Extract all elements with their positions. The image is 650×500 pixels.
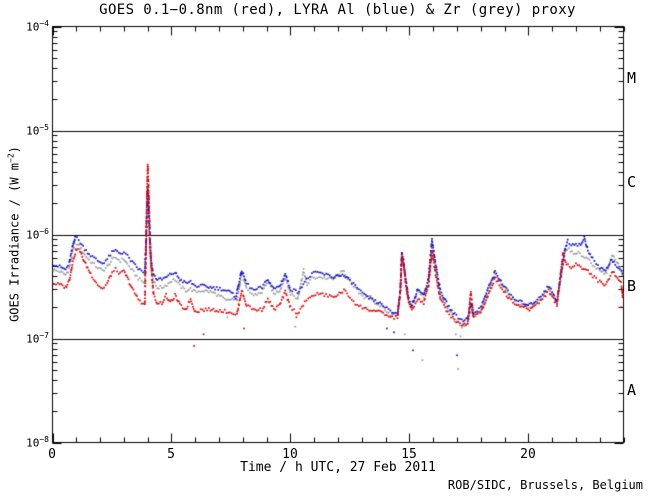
y-tick-label-1e-8: 10−8	[26, 435, 49, 450]
y-tick-label-1e-4: 10−4	[26, 19, 49, 34]
y-tick-label-1e-5: 10−5	[26, 123, 49, 138]
flare-class-label-b: B	[627, 277, 637, 295]
chart-title: GOES 0.1−0.8nm (red), LYRA Al (blue) & Z…	[99, 2, 576, 18]
x-tick-label-10: 10	[282, 447, 298, 462]
flare-class-label-a: A	[627, 381, 637, 399]
flare-class-label-c: C	[627, 173, 637, 191]
flare-class-label-m: M	[627, 69, 637, 87]
credit-text: ROB/SIDC, Brussels, Belgium	[447, 478, 643, 492]
x-tick-label-5: 5	[167, 447, 175, 462]
x-tick-label-0: 0	[48, 447, 56, 462]
y-tick-label-1e-6: 10−6	[26, 227, 49, 242]
x-axis-label: Time / h UTC, 27 Feb 2011	[240, 460, 436, 475]
x-tick-label-20: 20	[520, 447, 536, 462]
x-tick-label-15: 15	[401, 447, 417, 462]
y-tick-label-1e-7: 10−7	[26, 331, 49, 346]
